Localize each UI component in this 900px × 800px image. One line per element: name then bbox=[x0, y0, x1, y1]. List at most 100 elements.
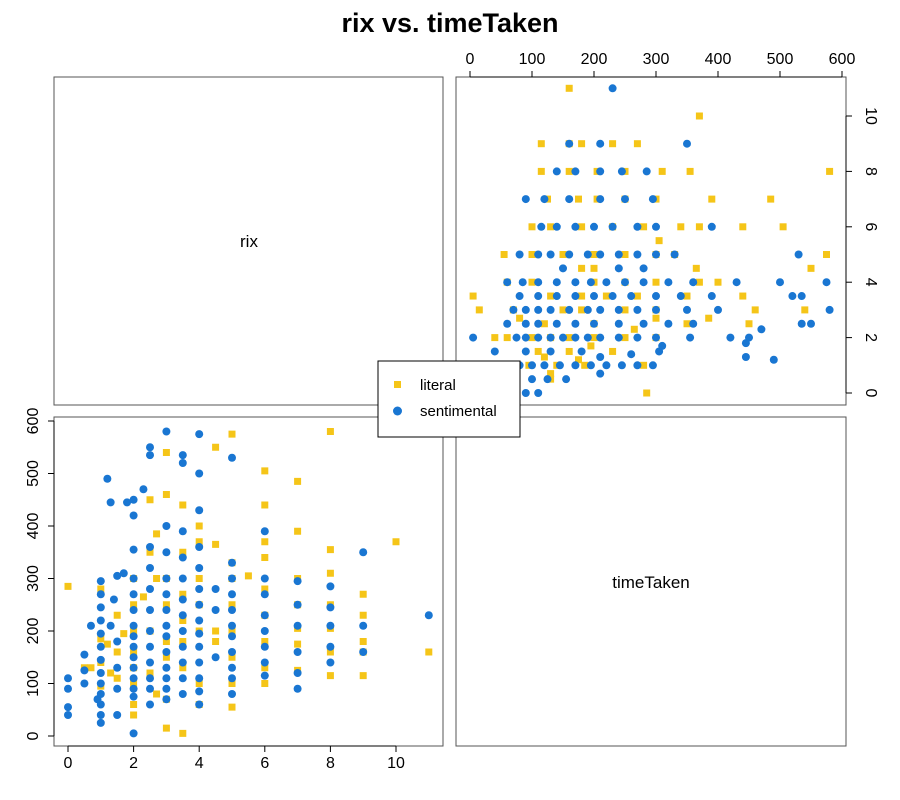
data-point-literal bbox=[739, 223, 747, 231]
data-point-literal bbox=[559, 306, 567, 314]
data-point-sentimental bbox=[195, 564, 204, 572]
data-point-sentimental bbox=[608, 292, 617, 301]
data-point-sentimental bbox=[162, 695, 171, 704]
data-point-sentimental bbox=[195, 600, 204, 609]
data-point-sentimental bbox=[106, 621, 115, 630]
data-point-sentimental bbox=[178, 690, 187, 698]
data-point-literal bbox=[179, 548, 187, 556]
data-point-sentimental bbox=[596, 139, 605, 148]
data-point-literal bbox=[578, 264, 586, 272]
data-point-sentimental bbox=[195, 674, 204, 683]
data-point-literal bbox=[261, 638, 269, 645]
data-point-literal bbox=[683, 292, 691, 300]
data-point-literal bbox=[590, 264, 598, 272]
data-point-sentimental bbox=[534, 319, 543, 328]
data-point-literal bbox=[179, 729, 187, 737]
data-point-sentimental bbox=[555, 361, 564, 370]
data-point-sentimental bbox=[178, 553, 187, 562]
data-point-literal bbox=[359, 611, 367, 619]
data-point-sentimental bbox=[228, 632, 236, 641]
tick-label-bottom-rix: 2 bbox=[129, 755, 138, 772]
data-point-literal bbox=[739, 292, 747, 300]
data-point-sentimental bbox=[96, 718, 105, 727]
data-point-sentimental bbox=[228, 674, 236, 683]
data-point-literal bbox=[228, 430, 236, 438]
data-point-literal bbox=[547, 223, 555, 231]
legend-label-literal: literal bbox=[420, 377, 456, 394]
data-point-sentimental bbox=[714, 305, 722, 314]
data-point-sentimental bbox=[521, 305, 530, 314]
data-point-sentimental bbox=[195, 629, 204, 638]
data-point-sentimental bbox=[689, 319, 698, 328]
data-point-literal bbox=[826, 167, 834, 175]
data-point-literal bbox=[261, 554, 269, 561]
data-point-sentimental bbox=[195, 543, 204, 551]
data-point-sentimental bbox=[162, 522, 171, 530]
tick-label-top-timetaken: 100 bbox=[519, 51, 546, 68]
data-point-sentimental bbox=[534, 250, 543, 259]
data-point-sentimental bbox=[260, 611, 269, 620]
data-point-sentimental bbox=[571, 222, 580, 231]
data-point-sentimental bbox=[96, 669, 105, 677]
data-point-literal bbox=[326, 428, 334, 435]
data-point-sentimental bbox=[96, 603, 105, 612]
data-point-sentimental bbox=[178, 611, 187, 620]
data-point-sentimental bbox=[648, 361, 657, 370]
data-point-sentimental bbox=[617, 167, 626, 176]
data-point-sentimental bbox=[146, 684, 154, 693]
data-point-sentimental bbox=[596, 333, 605, 342]
data-point-literal bbox=[565, 167, 573, 175]
data-point-literal bbox=[581, 361, 589, 369]
data-point-sentimental bbox=[676, 292, 685, 301]
data-point-sentimental bbox=[521, 347, 530, 356]
data-point-sentimental bbox=[228, 453, 236, 462]
data-point-literal bbox=[162, 724, 170, 732]
tick-label-left-timetaken: 600 bbox=[25, 408, 42, 435]
data-point-literal bbox=[801, 306, 809, 314]
data-point-literal bbox=[113, 611, 121, 619]
data-point-literal bbox=[195, 522, 203, 530]
data-point-sentimental bbox=[129, 663, 138, 672]
data-point-literal bbox=[565, 347, 573, 355]
data-point-sentimental bbox=[741, 352, 750, 361]
data-point-sentimental bbox=[146, 585, 154, 593]
data-point-sentimental bbox=[596, 167, 605, 176]
tick-label-left-timetaken: 100 bbox=[25, 670, 42, 697]
data-point-sentimental bbox=[178, 658, 187, 667]
data-point-literal bbox=[590, 251, 598, 258]
data-point-sentimental bbox=[96, 642, 105, 651]
data-point-sentimental bbox=[129, 545, 138, 554]
data-point-sentimental bbox=[521, 195, 530, 204]
data-point-sentimental bbox=[469, 333, 478, 342]
data-point-sentimental bbox=[596, 250, 605, 259]
data-point-literal bbox=[643, 389, 651, 397]
data-point-literal bbox=[113, 674, 121, 682]
data-point-sentimental bbox=[64, 674, 72, 683]
data-point-sentimental bbox=[602, 361, 611, 370]
data-point-literal bbox=[359, 590, 367, 598]
chart-title: rix vs. timeTaken bbox=[341, 8, 558, 38]
data-point-literal bbox=[491, 334, 499, 342]
data-point-sentimental bbox=[64, 684, 72, 693]
data-point-literal bbox=[559, 251, 567, 258]
data-point-sentimental bbox=[552, 292, 561, 301]
data-point-sentimental bbox=[195, 687, 204, 696]
data-point-sentimental bbox=[260, 671, 269, 680]
data-point-literal bbox=[590, 334, 598, 342]
data-point-sentimental bbox=[596, 369, 605, 378]
data-point-sentimental bbox=[293, 684, 302, 693]
data-point-sentimental bbox=[96, 690, 105, 698]
data-point-literal bbox=[153, 575, 161, 582]
data-point-literal bbox=[578, 306, 586, 314]
data-point-literal bbox=[621, 334, 629, 342]
data-point-sentimental bbox=[228, 590, 236, 599]
data-point-literal bbox=[146, 496, 154, 504]
data-point-sentimental bbox=[614, 333, 623, 342]
data-point-sentimental bbox=[689, 278, 698, 287]
data-point-literal bbox=[621, 306, 629, 314]
data-point-sentimental bbox=[658, 341, 667, 350]
data-point-literal bbox=[640, 361, 648, 369]
data-point-sentimental bbox=[590, 222, 598, 231]
panel-timetaken-label bbox=[455, 416, 847, 747]
data-point-sentimental bbox=[552, 319, 561, 328]
